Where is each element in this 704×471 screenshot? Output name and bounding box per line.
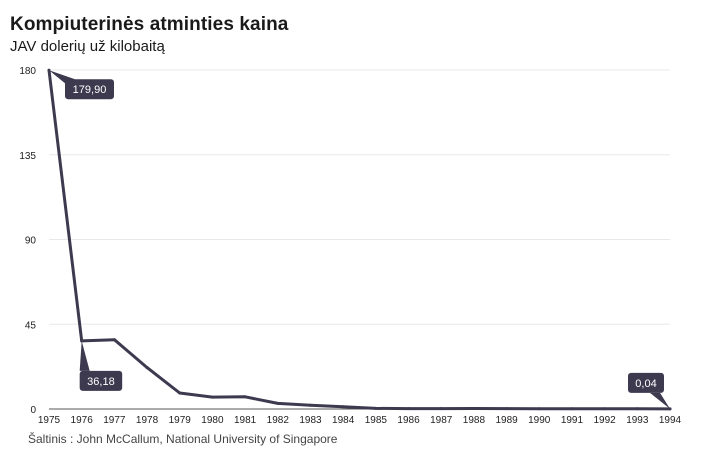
chart-subtitle: JAV dolerių už kilobaitą [10,38,165,55]
x-tick-label: 1983 [299,415,322,426]
data-point [112,338,116,342]
x-tick-label: 1988 [463,415,486,426]
x-tick-label: 1986 [397,415,420,426]
data-point [308,403,312,407]
x-tick-label: 1975 [38,415,61,426]
source-note: Šaltinis : John McCallum, National Unive… [28,432,338,446]
x-tick-label: 1989 [495,415,518,426]
gridlines [49,69,670,410]
x-tick-label: 1981 [234,415,257,426]
data-point [635,407,639,411]
x-tick-label: 1978 [136,415,159,426]
data-point [145,366,149,370]
x-axis-ticks: 1975 1976 1977 1978 1979 1980 1981 1982 1983 1984… [38,415,682,426]
y-tick-label: 135 [19,151,36,162]
y-tick-label: 45 [25,320,37,331]
annotation-label: 179,90 [73,84,107,96]
data-point [341,405,345,409]
data-point [178,391,182,395]
x-tick-label: 1987 [430,415,453,426]
data-point [243,395,247,399]
y-axis-ticks: 0 45 90 135 180 [19,66,36,416]
y-tick-label: 180 [19,66,36,77]
x-tick-label: 1977 [103,415,126,426]
chart-title: Kompiuterinės atminties kaina [10,14,289,35]
annotation-box [628,372,664,393]
x-tick-label: 1993 [626,415,649,426]
x-tick-label: 1980 [201,415,224,426]
data-point [439,407,443,411]
data-point [603,407,607,411]
x-tick-label: 1992 [594,415,617,426]
annotation-pointer [79,340,90,371]
x-tick-label: 1982 [267,415,290,426]
data-point [570,407,574,411]
annotation-box [79,370,123,391]
series-line [47,68,672,411]
annotation-label: 36,18 [87,376,115,388]
data-point [472,407,476,411]
annotations-layer: 179,90 36,18 0,04 [49,70,670,409]
y-tick-label: 0 [30,405,36,416]
data-point [374,406,378,410]
x-tick-label: 1979 [169,415,192,426]
x-tick-label: 1976 [71,415,94,426]
annotation-pointer [650,392,670,409]
data-point [537,407,541,411]
data-point [210,395,214,399]
data-point [505,407,509,411]
x-tick-label: 1990 [528,415,551,426]
x-tick-label: 1984 [332,415,355,426]
y-tick-label: 90 [25,236,37,247]
x-tick-label: 1985 [365,415,388,426]
annotation-label: 0,04 [635,378,656,390]
data-point [407,407,411,411]
x-tick-label: 1994 [659,415,682,426]
data-point [276,401,280,405]
annotation-box [65,79,114,100]
x-tick-label: 1991 [561,415,584,426]
